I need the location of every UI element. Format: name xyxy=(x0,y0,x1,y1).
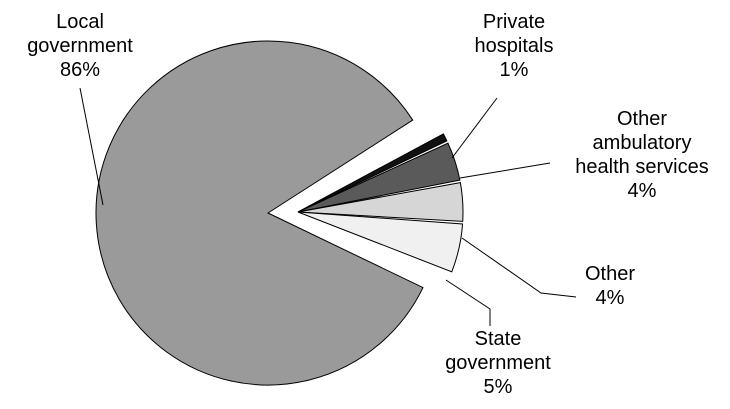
slice-label-line: Local xyxy=(56,11,104,33)
slice-value-other-ambulatory-health-services: 4% xyxy=(628,180,657,202)
slice-label-line: Private xyxy=(483,11,545,33)
slice-labels: Local government 86%Private hospitals 1%Othe… xyxy=(27,11,709,398)
slice-label-line: government xyxy=(445,352,551,374)
slice-label-line: Other xyxy=(585,263,635,285)
leader-line-other xyxy=(461,237,577,298)
slice-state-government xyxy=(297,211,464,273)
leader-line-state-government xyxy=(445,279,491,326)
slice-label-line: ambulatory xyxy=(593,132,692,154)
slice-label-state-government: State government 5% xyxy=(445,328,551,398)
leader-line-local-government xyxy=(79,87,104,206)
slice-label-other: Other 4% xyxy=(585,263,635,309)
slice-label-line: Other xyxy=(617,108,667,130)
slice-value-private-hospitals: 1% xyxy=(500,59,529,81)
slice-label-local-government: Local government 86% xyxy=(27,11,133,81)
slice-label-line: State xyxy=(475,328,522,350)
slice-value-state-government: 5% xyxy=(484,376,513,398)
slice-other xyxy=(297,182,464,222)
leader-line-private-hospitals xyxy=(451,97,498,159)
leader-line-other-ambulatory-health-services xyxy=(459,162,551,179)
slice-label-private-hospitals: Private hospitals 1% xyxy=(475,11,554,81)
slice-value-other: 4% xyxy=(596,287,625,309)
slice-label-line: government xyxy=(27,35,133,57)
slice-other-ambulatory-health-services xyxy=(297,142,461,213)
slice-private-hospitals xyxy=(297,133,448,213)
slice-value-local-government: 86% xyxy=(60,59,100,81)
slice-label-line: health services xyxy=(575,156,708,178)
slice-local-government xyxy=(95,40,424,386)
pie-slices xyxy=(95,40,464,386)
slice-label-line: hospitals xyxy=(475,35,554,57)
slice-label-other-ambulatory-health-services: Other ambulatory health services 4% xyxy=(575,108,708,202)
leader-lines xyxy=(79,87,577,326)
